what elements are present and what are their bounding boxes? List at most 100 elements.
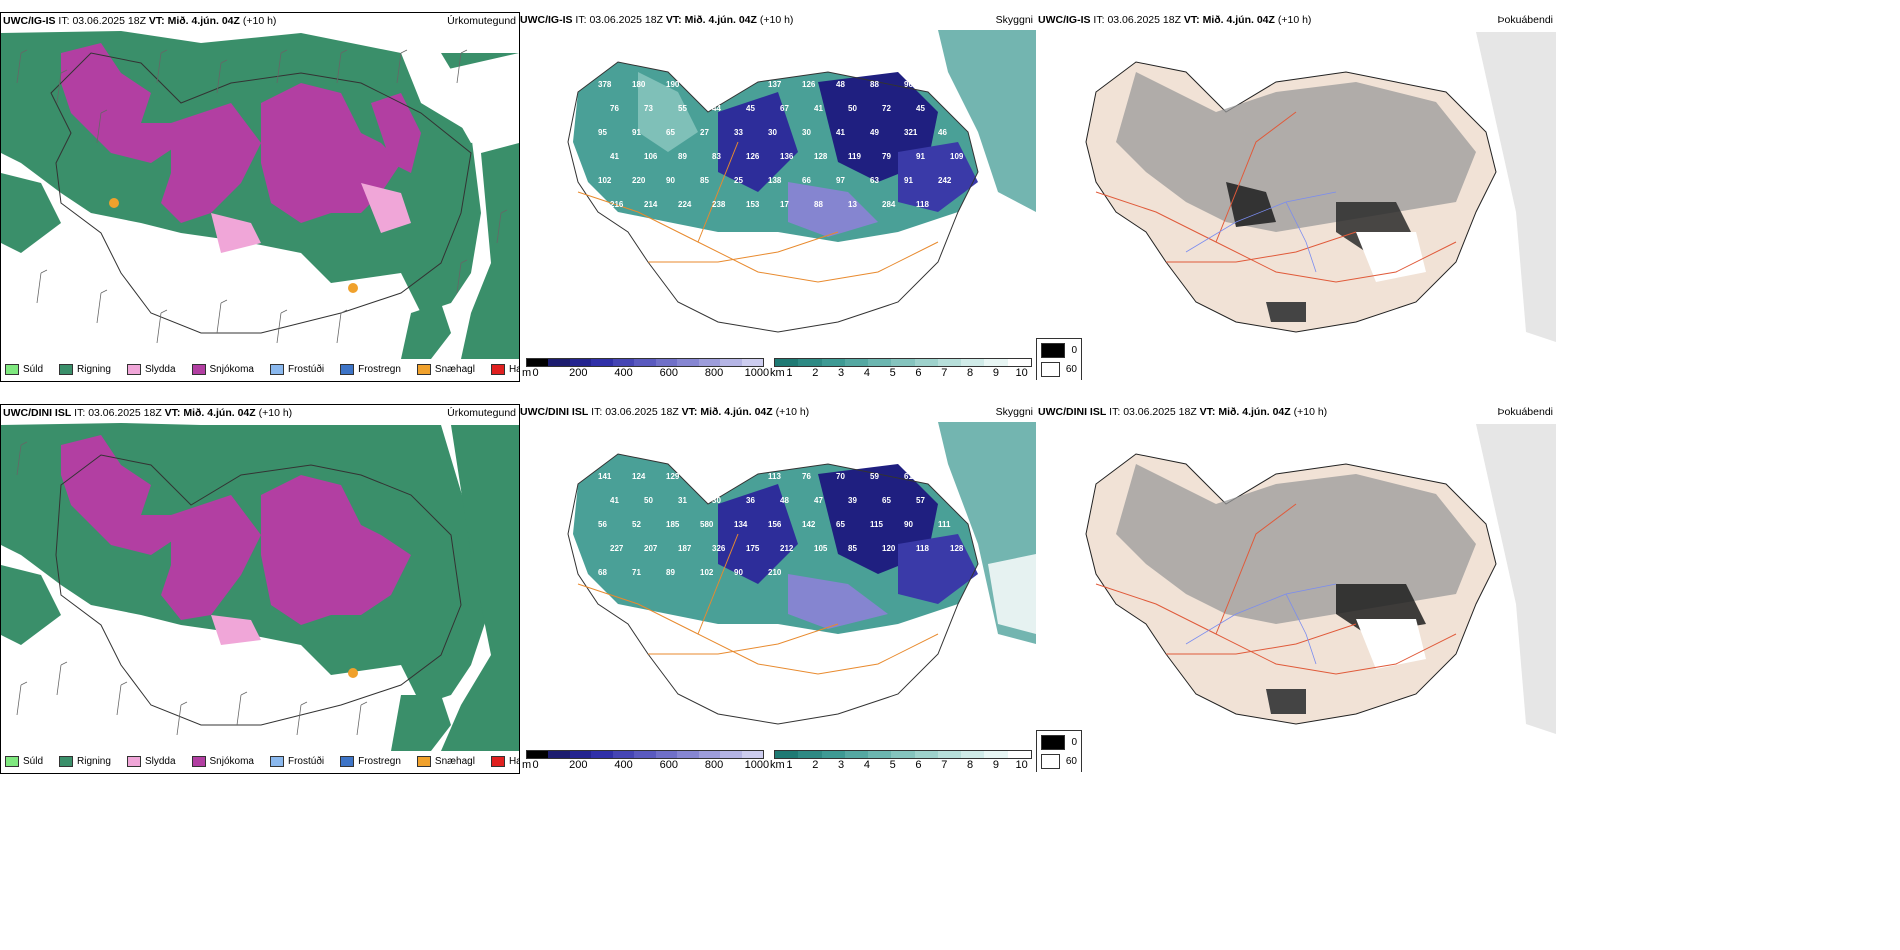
ceiling-value-label: 91 bbox=[904, 176, 913, 185]
legend-item: Haglél bbox=[490, 756, 519, 767]
ceiling-value-label: 17 bbox=[780, 200, 789, 209]
visibility-colorbar: km 1 2 3 4 5 6 7 8 9 10 bbox=[770, 750, 1032, 771]
ceiling-value-label: 52 bbox=[632, 520, 641, 529]
legend-item: Haglél bbox=[490, 364, 519, 375]
ceiling-value-label: 67 bbox=[780, 104, 789, 113]
ceiling-value-label: 227 bbox=[610, 544, 624, 553]
ceiling-value-label: 65 bbox=[836, 520, 845, 529]
ceiling-value-label: 49 bbox=[938, 472, 947, 481]
panel-header: UWC/IG-IS IT: 03.06.2025 18Z VT: Mið. 4.… bbox=[520, 14, 794, 26]
ceiling-value-label: 30 bbox=[712, 496, 721, 505]
ceiling-value-label: 41 bbox=[610, 152, 619, 161]
ceiling-value-label: 284 bbox=[882, 200, 896, 209]
ceiling-value-label: 85 bbox=[848, 544, 857, 553]
ceiling-value-label: 156 bbox=[768, 520, 782, 529]
ceiling-value-label: 216 bbox=[610, 200, 624, 209]
ceiling-value-label: 118 bbox=[916, 544, 929, 553]
fog-map bbox=[1085, 32, 1556, 342]
colorbar-swatch bbox=[720, 751, 742, 758]
ceiling-value-label: 118 bbox=[916, 200, 929, 209]
ceiling-value-label: 187 bbox=[678, 544, 692, 553]
ceiling-value-label: 39 bbox=[848, 496, 857, 505]
colorbar-swatch bbox=[891, 751, 915, 758]
colorbar-swatch bbox=[984, 359, 1008, 366]
ceiling-value-label: 153 bbox=[746, 200, 760, 209]
ceiling-value-label: 210 bbox=[768, 568, 782, 577]
ceiling-value-label: 190 bbox=[666, 80, 680, 89]
colorbar-swatch bbox=[1007, 751, 1031, 758]
ceiling-value-label: 119 bbox=[848, 152, 861, 161]
ceiling-value-label: 31 bbox=[678, 496, 687, 505]
colorbar-swatch bbox=[844, 359, 869, 366]
ceiling-value-label: 146 bbox=[700, 80, 714, 89]
ceiling-value-label: 45 bbox=[916, 104, 925, 113]
ceiling-value-label: 66 bbox=[802, 176, 811, 185]
colorbar-swatch bbox=[677, 751, 699, 758]
fog-legend: 0 60 bbox=[1036, 730, 1082, 772]
ceiling-value-label: 85 bbox=[700, 176, 709, 185]
ceiling-value-label: 126 bbox=[746, 152, 760, 161]
colorbar-swatch bbox=[548, 359, 570, 366]
colorbar-swatch bbox=[698, 359, 721, 366]
ceiling-value-label: 48 bbox=[836, 80, 845, 89]
ceiling-value-label: 13 bbox=[848, 200, 857, 209]
ceiling-value-label: 111 bbox=[938, 520, 951, 529]
legend-item: Frostúði bbox=[269, 364, 324, 375]
panel-header: UWC/DINI ISL IT: 03.06.2025 18Z VT: Mið.… bbox=[1038, 406, 1328, 418]
ceiling-value-label: 25 bbox=[734, 176, 743, 185]
precip-panel-bottom: UWC/DINI ISL IT: 03.06.2025 18Z VT: Mið.… bbox=[0, 404, 520, 774]
colorbar-swatch bbox=[844, 751, 869, 758]
ceiling-value-label: 91 bbox=[916, 152, 925, 161]
legend-item: Frostregn bbox=[340, 756, 401, 767]
legend-item: Frostúði bbox=[269, 756, 324, 767]
ceiling-value-label: 326 bbox=[712, 544, 726, 553]
ceiling-value-label: 27 bbox=[700, 128, 709, 137]
panel-title: Skyggni bbox=[995, 406, 1033, 418]
panel-header: UWC/DINI ISL IT: 03.06.2025 18Z VT: Mið.… bbox=[520, 406, 810, 418]
ceiling-value-label: 50 bbox=[644, 496, 653, 505]
ceiling-value-label: 102 bbox=[700, 568, 714, 577]
fog-panel-bottom: UWC/DINI ISL IT: 03.06.2025 18Z VT: Mið.… bbox=[1036, 404, 1556, 772]
ceiling-value-label: 109 bbox=[950, 152, 964, 161]
ceiling-value-label: 76 bbox=[802, 472, 811, 481]
ceiling-value-label: 57 bbox=[916, 496, 925, 505]
ceiling-value-label: 55 bbox=[678, 104, 687, 113]
legend-item: Snjókoma bbox=[191, 756, 254, 767]
panel-title: Úrkomutegund bbox=[447, 407, 516, 419]
colorbar-swatch bbox=[634, 751, 656, 758]
ceiling-value-label: 83 bbox=[712, 152, 721, 161]
ceiling-value-label: 90 bbox=[666, 176, 675, 185]
visibility-panel-top: UWC/IG-IS IT: 03.06.2025 18Z VT: Mið. 4.… bbox=[518, 12, 1036, 380]
precip-map bbox=[1, 423, 519, 751]
ceiling-colorbar: m 0 200 400 600 800 1000 bbox=[522, 750, 769, 771]
ceiling-colorbar: m 0 200 400 600 800 1000 bbox=[522, 358, 769, 379]
precip-map bbox=[1, 29, 519, 361]
ceiling-value-label: 89 bbox=[678, 152, 687, 161]
colorbar-swatch bbox=[741, 751, 763, 758]
ceiling-value-label: 129 bbox=[666, 472, 680, 481]
ceiling-value-label: 79 bbox=[882, 152, 891, 161]
legend-item: Slydda bbox=[126, 756, 176, 767]
ceiling-value-label: 48 bbox=[780, 496, 789, 505]
ceiling-value-label: 106 bbox=[644, 152, 658, 161]
ceiling-value-label: 45 bbox=[746, 104, 755, 113]
colorbar-swatch bbox=[798, 751, 822, 758]
ceiling-value-label: 65 bbox=[950, 496, 959, 505]
colorbar-swatch bbox=[798, 359, 822, 366]
ceiling-value-label: 185 bbox=[666, 520, 680, 529]
colorbar-swatch bbox=[569, 359, 592, 366]
ceiling-value-label: 65 bbox=[666, 128, 675, 137]
ceiling-value-label: 134 bbox=[734, 520, 748, 529]
colorbar-swatch bbox=[821, 359, 845, 366]
ceiling-value-label: 115 bbox=[870, 520, 883, 529]
panel-title: Þokuábendi bbox=[1497, 14, 1553, 26]
colorbar-swatch bbox=[612, 751, 635, 758]
colorbar-swatch bbox=[914, 359, 938, 366]
colorbar-swatch bbox=[612, 359, 635, 366]
ceiling-value-label: 72 bbox=[882, 104, 891, 113]
colorbar-swatch bbox=[1007, 359, 1031, 366]
colorbar-swatch bbox=[937, 751, 962, 758]
ceiling-value-label: 224 bbox=[678, 200, 692, 209]
legend-item: Frostregn bbox=[340, 364, 401, 375]
ceiling-value-label: 41 bbox=[836, 128, 845, 137]
